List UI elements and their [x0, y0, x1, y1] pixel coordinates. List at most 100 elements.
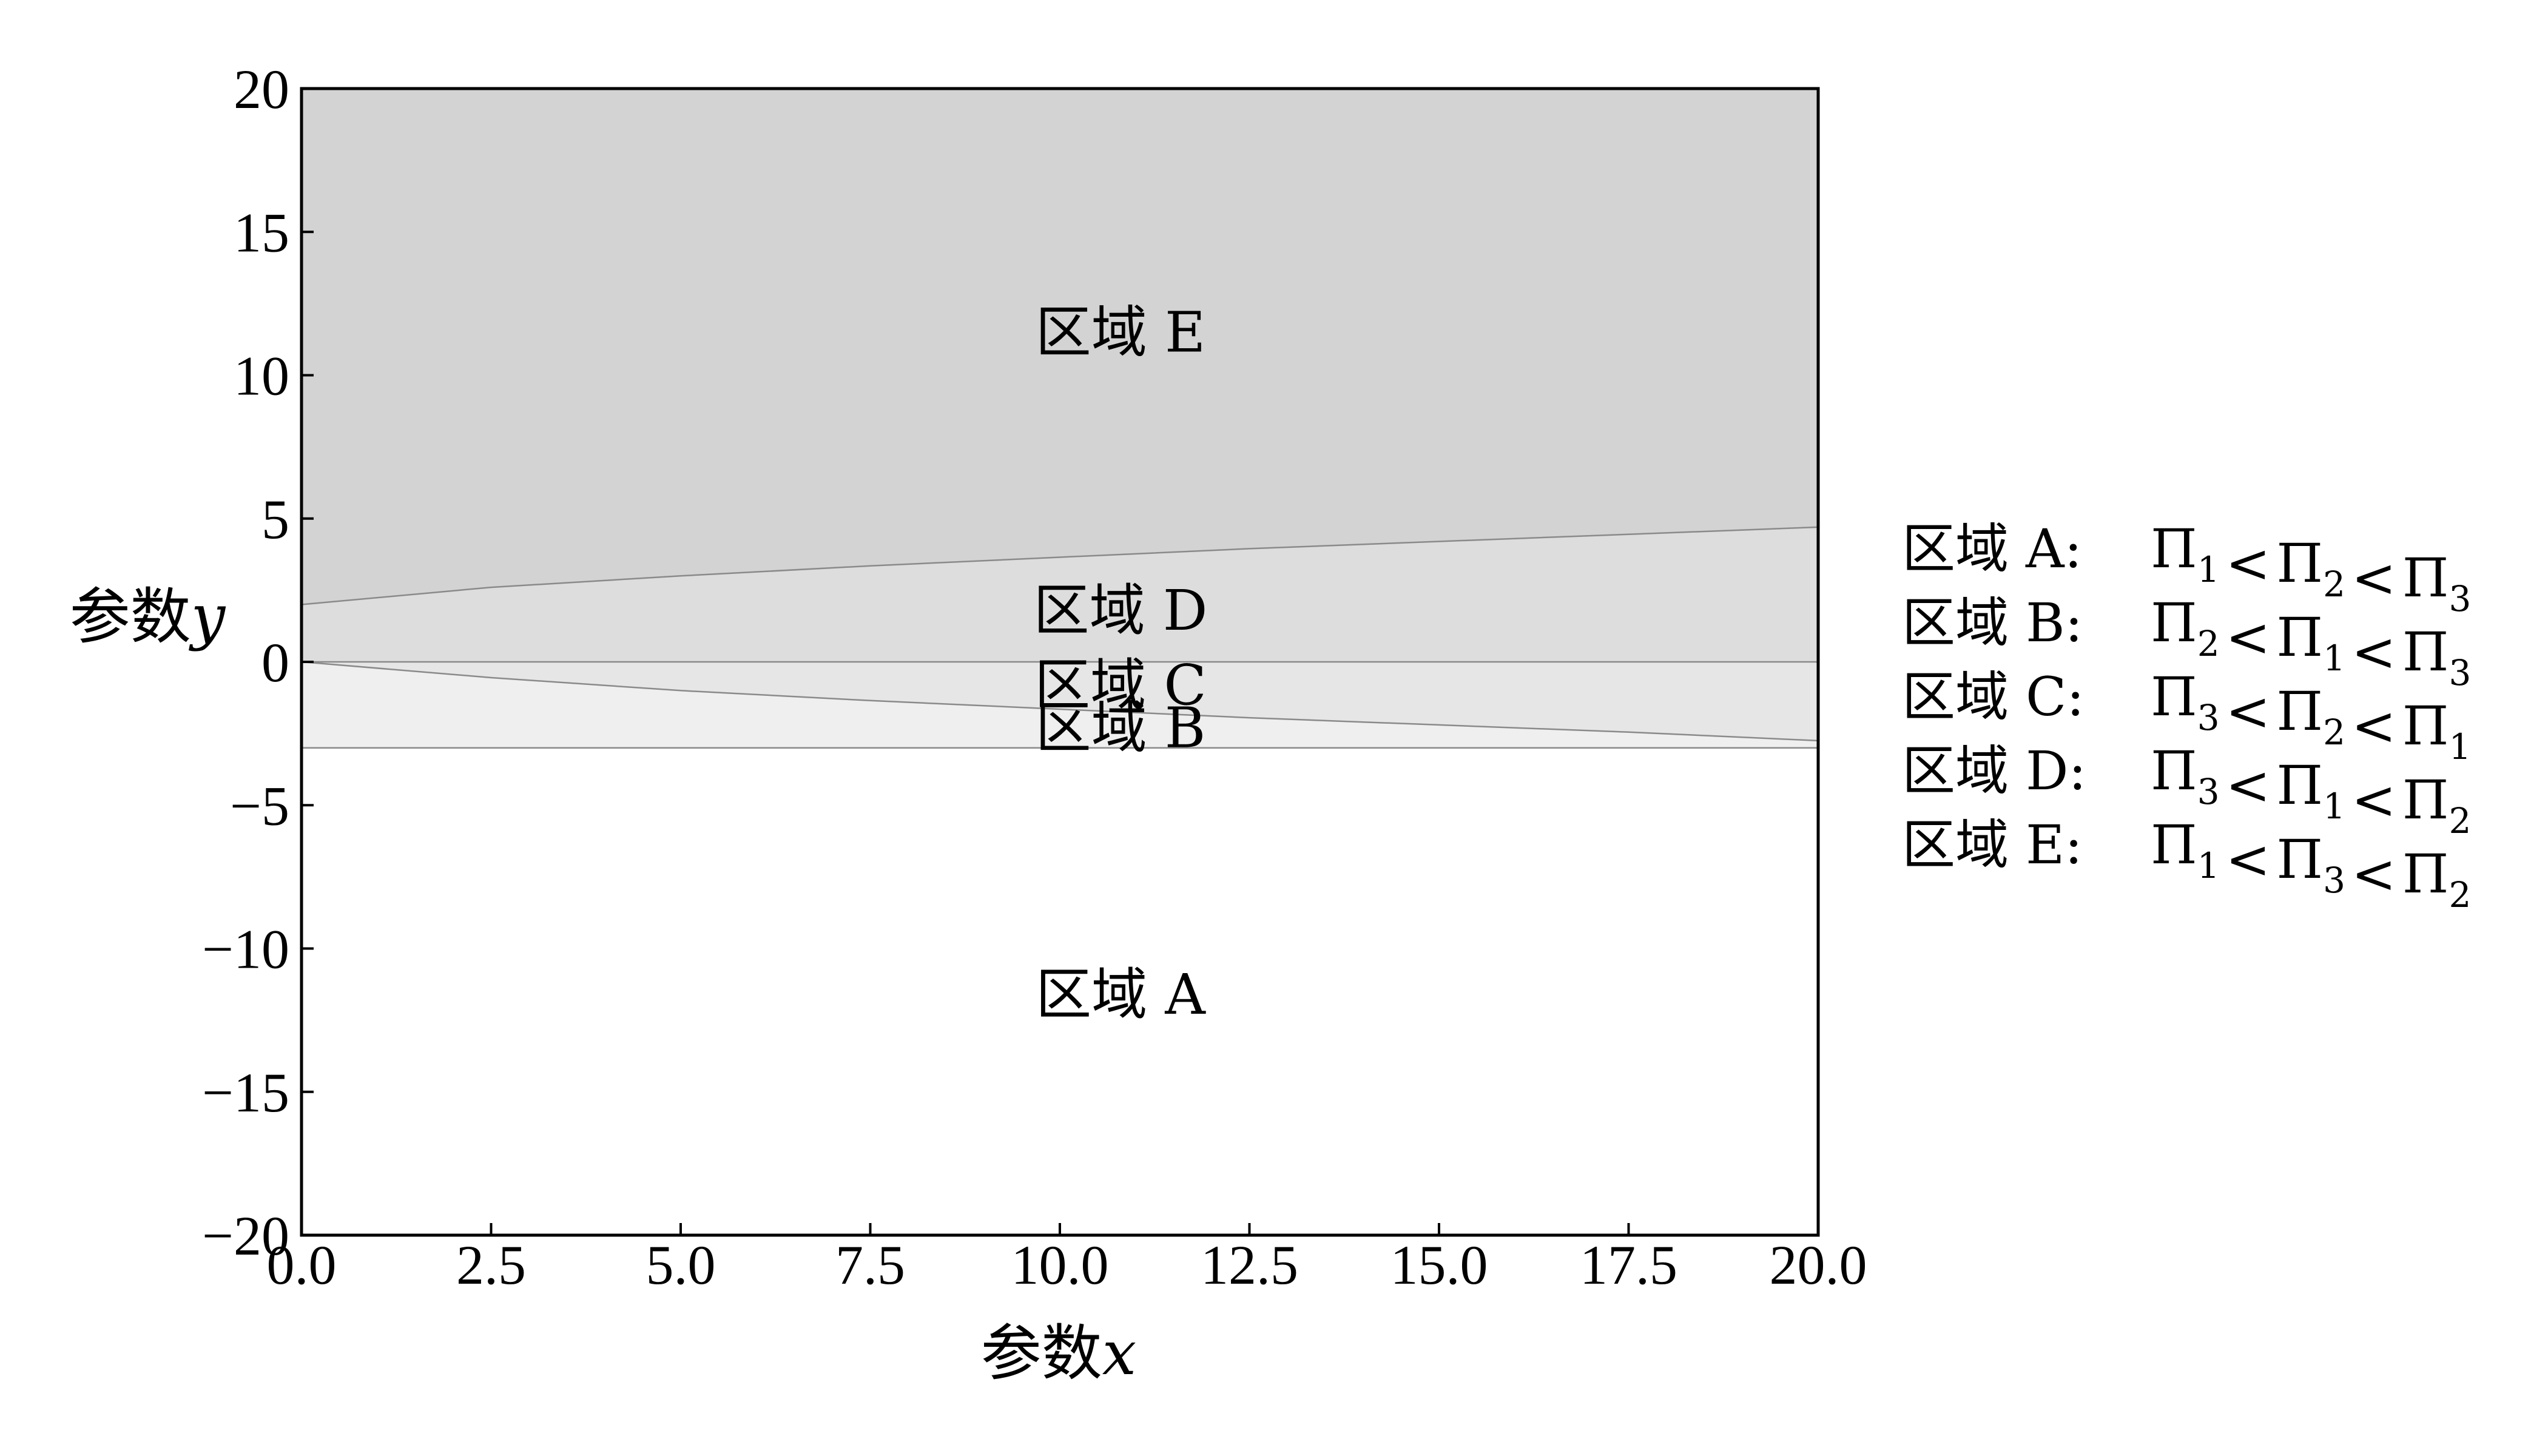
less-than-sign: < — [2226, 754, 2271, 817]
pi-symbol: Π — [2402, 695, 2449, 757]
x-tick-label: 2.5 — [456, 1234, 526, 1296]
pi-symbol: Π — [2151, 814, 2197, 876]
pi-subscript: 2 — [2449, 874, 2472, 915]
region-labels: 区域 E 区域 D 区域 C区域 B 区域 A — [1033, 300, 1207, 1027]
y-axis-title: 参数y — [70, 581, 226, 652]
pi-symbol: Π — [2402, 621, 2449, 683]
y-axis-title-var: y — [189, 581, 226, 652]
x-tick-label: 20.0 — [1770, 1234, 1867, 1296]
region-label-E: 区域 E — [1036, 300, 1205, 365]
pi-symbol: Π — [2151, 592, 2197, 654]
less-than-sign: < — [2351, 547, 2396, 609]
x-axis-title: 参数x — [981, 1318, 1136, 1389]
pi-symbol: Π — [2276, 606, 2323, 669]
pi-subscript: 2 — [2323, 712, 2345, 753]
less-than-sign: < — [2351, 843, 2396, 905]
pi-symbol: Π — [2151, 517, 2197, 580]
regions-layer — [302, 89, 1818, 1235]
region-label-C: 区域 C — [1034, 653, 1207, 718]
legend-entry: 区域 B: Π2 < Π1 < Π3 — [1902, 592, 2471, 693]
y-tick-label: 10 — [234, 345, 289, 407]
pi-subscript: 3 — [2323, 860, 2345, 901]
pi-symbol: Π — [2402, 843, 2449, 905]
y-tick-label: −20 — [202, 1205, 289, 1267]
less-than-sign: < — [2351, 769, 2396, 831]
less-than-sign: < — [2226, 606, 2271, 669]
region-A-area — [302, 747, 1818, 1235]
region-E-area — [302, 89, 1818, 605]
svg-text:参数x: 参数x — [981, 1318, 1136, 1389]
legend-entry: 区域 E: Π1 < Π3 < Π2 — [1902, 814, 2471, 915]
legend-entry-condition: Π3 < Π1 < Π2 — [2151, 740, 2471, 841]
pi-symbol: Π — [2402, 547, 2449, 609]
x-axis-title-var: x — [1102, 1318, 1136, 1389]
y-axis: 20 15 10 5 0 −5 −10 −15 −20 — [202, 58, 314, 1267]
region-C-area — [302, 662, 1818, 741]
y-tick-label: −10 — [202, 918, 289, 980]
pi-symbol: Π — [2151, 740, 2197, 802]
region-label-B: 区域 B — [1036, 696, 1206, 761]
less-than-sign: < — [2226, 680, 2271, 743]
pi-symbol: Π — [2151, 666, 2197, 728]
pi-subscript: 3 — [2197, 771, 2220, 812]
less-than-sign: < — [2351, 621, 2396, 683]
pi-subscript: 3 — [2449, 578, 2472, 619]
boundary-lower-curve — [301, 661, 1819, 742]
boundary-lines-layer — [301, 526, 1819, 749]
x-tick-label: 0.0 — [267, 1234, 337, 1296]
x-tick-label: 17.5 — [1580, 1234, 1677, 1296]
legend-entry: 区域 C: Π3 < Π2 < Π1 — [1902, 666, 2471, 767]
legend-entry-label: 区域 E: — [1902, 814, 2083, 876]
pi-symbol: Π — [2276, 532, 2323, 595]
x-tick-label: 5.0 — [646, 1234, 716, 1296]
region-label-A: 区域 A — [1036, 962, 1206, 1027]
region-D-area — [302, 527, 1818, 662]
svg-text:参数y: 参数y — [70, 581, 226, 652]
x-tick-label: 7.5 — [835, 1234, 905, 1296]
pi-symbol: Π — [2402, 769, 2449, 831]
pi-subscript: 1 — [2323, 638, 2345, 679]
region-label-D: 区域 D — [1033, 578, 1207, 643]
less-than-sign: < — [2351, 695, 2396, 757]
legend-entry-label: 区域 B: — [1902, 592, 2083, 654]
less-than-sign: < — [2226, 828, 2271, 891]
legend-entry-condition: Π3 < Π2 < Π1 — [2151, 666, 2471, 767]
y-tick-label: 15 — [234, 201, 289, 263]
pi-subscript: 2 — [2323, 564, 2345, 605]
y-tick-label: 0 — [261, 632, 289, 693]
pi-subscript: 3 — [2449, 652, 2472, 693]
x-tick-label: 12.5 — [1201, 1234, 1298, 1296]
x-axis-title-prefix: 参数 — [981, 1318, 1102, 1389]
region-B-area — [302, 662, 1818, 748]
less-than-sign: < — [2226, 532, 2271, 595]
pi-subscript: 3 — [2197, 697, 2220, 738]
pi-symbol: Π — [2276, 680, 2323, 743]
x-axis: 0.0 2.5 5.0 7.5 10.0 12.5 15.0 17.5 20.0 — [267, 1223, 1867, 1296]
y-tick-label: −5 — [230, 775, 289, 837]
y-tick-label: 5 — [261, 488, 289, 550]
pi-subscript: 1 — [2323, 786, 2345, 827]
pi-symbol: Π — [2276, 828, 2323, 891]
legend-entry-condition: Π2 < Π1 < Π3 — [2151, 592, 2471, 693]
legend-entry-condition: Π1 < Π2 < Π3 — [2151, 517, 2471, 619]
legend-entry-label: 区域 A: — [1902, 517, 2082, 580]
y-tick-label: −15 — [202, 1062, 289, 1124]
pi-subscript: 1 — [2197, 549, 2220, 590]
pi-subscript: 2 — [2449, 800, 2472, 841]
boundary-upper-curve — [301, 526, 1819, 605]
x-tick-label: 15.0 — [1390, 1234, 1488, 1296]
legend-entry: 区域 A: Π1 < Π2 < Π3 — [1902, 517, 2471, 619]
legend-entry-label: 区域 C: — [1902, 666, 2085, 728]
x-tick-label: 10.0 — [1011, 1234, 1109, 1296]
pi-subscript: 1 — [2449, 726, 2472, 767]
legend-entry-condition: Π1 < Π3 < Π2 — [2151, 814, 2471, 915]
legend-entry: 区域 D: Π3 < Π1 < Π2 — [1902, 740, 2471, 841]
y-tick-label: 20 — [234, 58, 289, 120]
y-axis-title-prefix: 参数 — [70, 581, 191, 652]
pi-subscript: 2 — [2197, 623, 2220, 664]
pi-symbol: Π — [2276, 754, 2323, 817]
legend-entry-label: 区域 D: — [1902, 740, 2086, 802]
pi-subscript: 1 — [2197, 845, 2220, 886]
